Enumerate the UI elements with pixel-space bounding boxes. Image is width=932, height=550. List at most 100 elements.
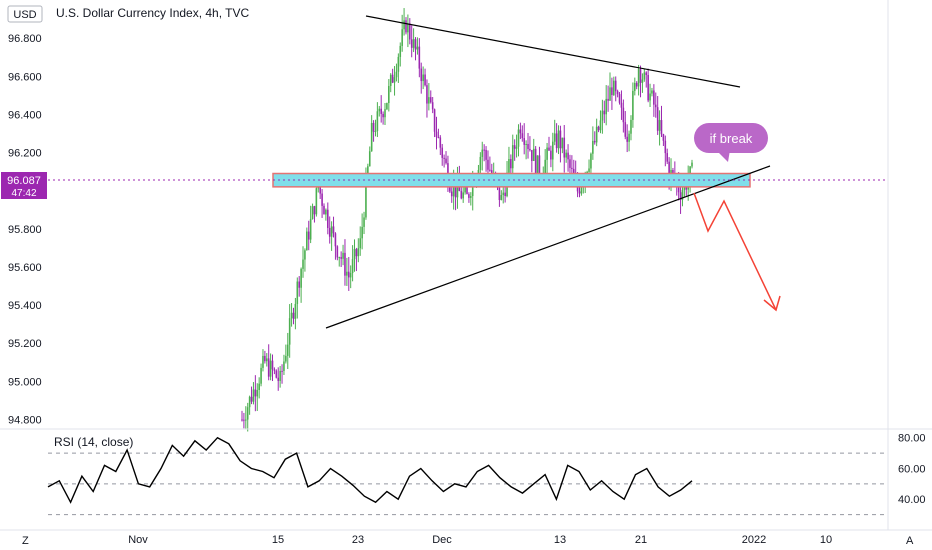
candle-body	[292, 312, 295, 319]
candle-body	[517, 129, 520, 147]
rsi-pane: 40.00 60.00 80.00	[47, 433, 926, 516]
candle-body	[479, 156, 482, 170]
time-tick-label: Nov	[128, 534, 148, 546]
candle-body	[622, 107, 625, 123]
candle-body	[578, 191, 581, 194]
candle-body	[359, 238, 362, 249]
candle-body	[525, 143, 527, 145]
candle-body	[483, 149, 485, 151]
candle-body	[414, 39, 417, 50]
candle-body	[462, 192, 464, 199]
candle-body	[290, 312, 293, 319]
candle-body	[424, 74, 426, 86]
candle-body	[464, 186, 466, 193]
candle-body	[603, 110, 606, 115]
candle-body	[557, 130, 560, 149]
candle-body	[309, 219, 312, 240]
candle-body	[624, 122, 627, 137]
candle-body	[357, 248, 360, 257]
candle-body	[298, 281, 301, 288]
candle-body	[563, 137, 566, 158]
price-badge-countdown: 47:42	[11, 188, 36, 199]
candle-body	[614, 80, 617, 92]
candle-body	[508, 159, 510, 173]
time-tick-label: 21	[635, 534, 647, 546]
price-tick-label: 95.600	[8, 262, 42, 274]
candle-body	[611, 87, 613, 96]
candle-body	[647, 74, 649, 101]
candle-body	[580, 186, 583, 194]
price-tick-label: 95.200	[8, 338, 42, 350]
candle-body	[441, 147, 444, 158]
candle-body	[428, 97, 430, 104]
candle-body	[500, 195, 503, 200]
candle-body	[306, 231, 308, 251]
candle-body	[527, 143, 529, 149]
candle-body	[378, 108, 381, 112]
candle-body	[651, 90, 653, 94]
candle-body	[445, 158, 447, 164]
candle-body	[294, 303, 297, 319]
candle-body	[334, 233, 337, 247]
candle-body	[365, 177, 367, 218]
candle-body	[633, 82, 636, 91]
time-tick-label: Dec	[432, 534, 452, 546]
candle-body	[653, 90, 655, 105]
candle-body	[601, 110, 604, 121]
candle-body	[248, 396, 251, 408]
candle-body	[630, 119, 632, 134]
price-tick-label: 96.400	[8, 109, 42, 121]
candle-body	[664, 140, 667, 154]
projection-arrow	[693, 192, 777, 311]
candle-body	[490, 170, 493, 175]
candle-body	[401, 29, 403, 46]
candle-body	[513, 145, 516, 149]
lower-trendline	[325, 165, 771, 329]
currency-badge-text: USD	[13, 9, 36, 21]
candle-body	[605, 98, 607, 115]
candle-body	[616, 91, 619, 95]
time-tick-label: 10	[820, 534, 832, 546]
candle-body	[654, 104, 657, 108]
time-tick-label: 2022	[742, 534, 766, 546]
candle-body	[546, 147, 548, 160]
candle-body	[410, 39, 413, 48]
candle-body	[407, 23, 409, 33]
candle-body	[269, 360, 272, 377]
candle-body	[347, 271, 350, 278]
candle-body	[595, 126, 598, 143]
candle-body	[273, 369, 276, 371]
candle-body	[315, 188, 318, 215]
price-tick-label: 96.200	[8, 148, 42, 160]
candle-body	[420, 68, 423, 82]
currency-badge[interactable]: USD	[7, 5, 43, 23]
candle-body	[325, 209, 327, 215]
candle-body	[330, 226, 333, 237]
candle-body	[296, 281, 299, 304]
candle-body	[553, 133, 556, 142]
candle-body	[466, 186, 468, 195]
candle-body	[481, 149, 484, 157]
candle-body	[250, 396, 253, 402]
candle-body	[454, 184, 457, 198]
candle-body	[285, 355, 287, 362]
candle-body	[300, 268, 302, 288]
candle-body	[561, 137, 564, 149]
candle-body	[243, 419, 245, 421]
candle-body	[281, 370, 283, 372]
candle-body	[668, 161, 670, 180]
candle-body	[620, 102, 623, 108]
candle-body	[405, 20, 407, 33]
candle-body	[567, 152, 569, 160]
candle-body	[412, 39, 415, 48]
candle-body	[346, 271, 348, 276]
candle-body	[498, 184, 501, 200]
candle-body	[656, 107, 659, 131]
candle-body	[370, 122, 373, 152]
candle-body	[279, 370, 281, 381]
candle-body	[246, 407, 249, 420]
candle-body	[571, 167, 573, 169]
price-tick-label: 95.000	[8, 376, 42, 388]
candle-body	[529, 148, 531, 151]
candle-body	[618, 94, 621, 103]
